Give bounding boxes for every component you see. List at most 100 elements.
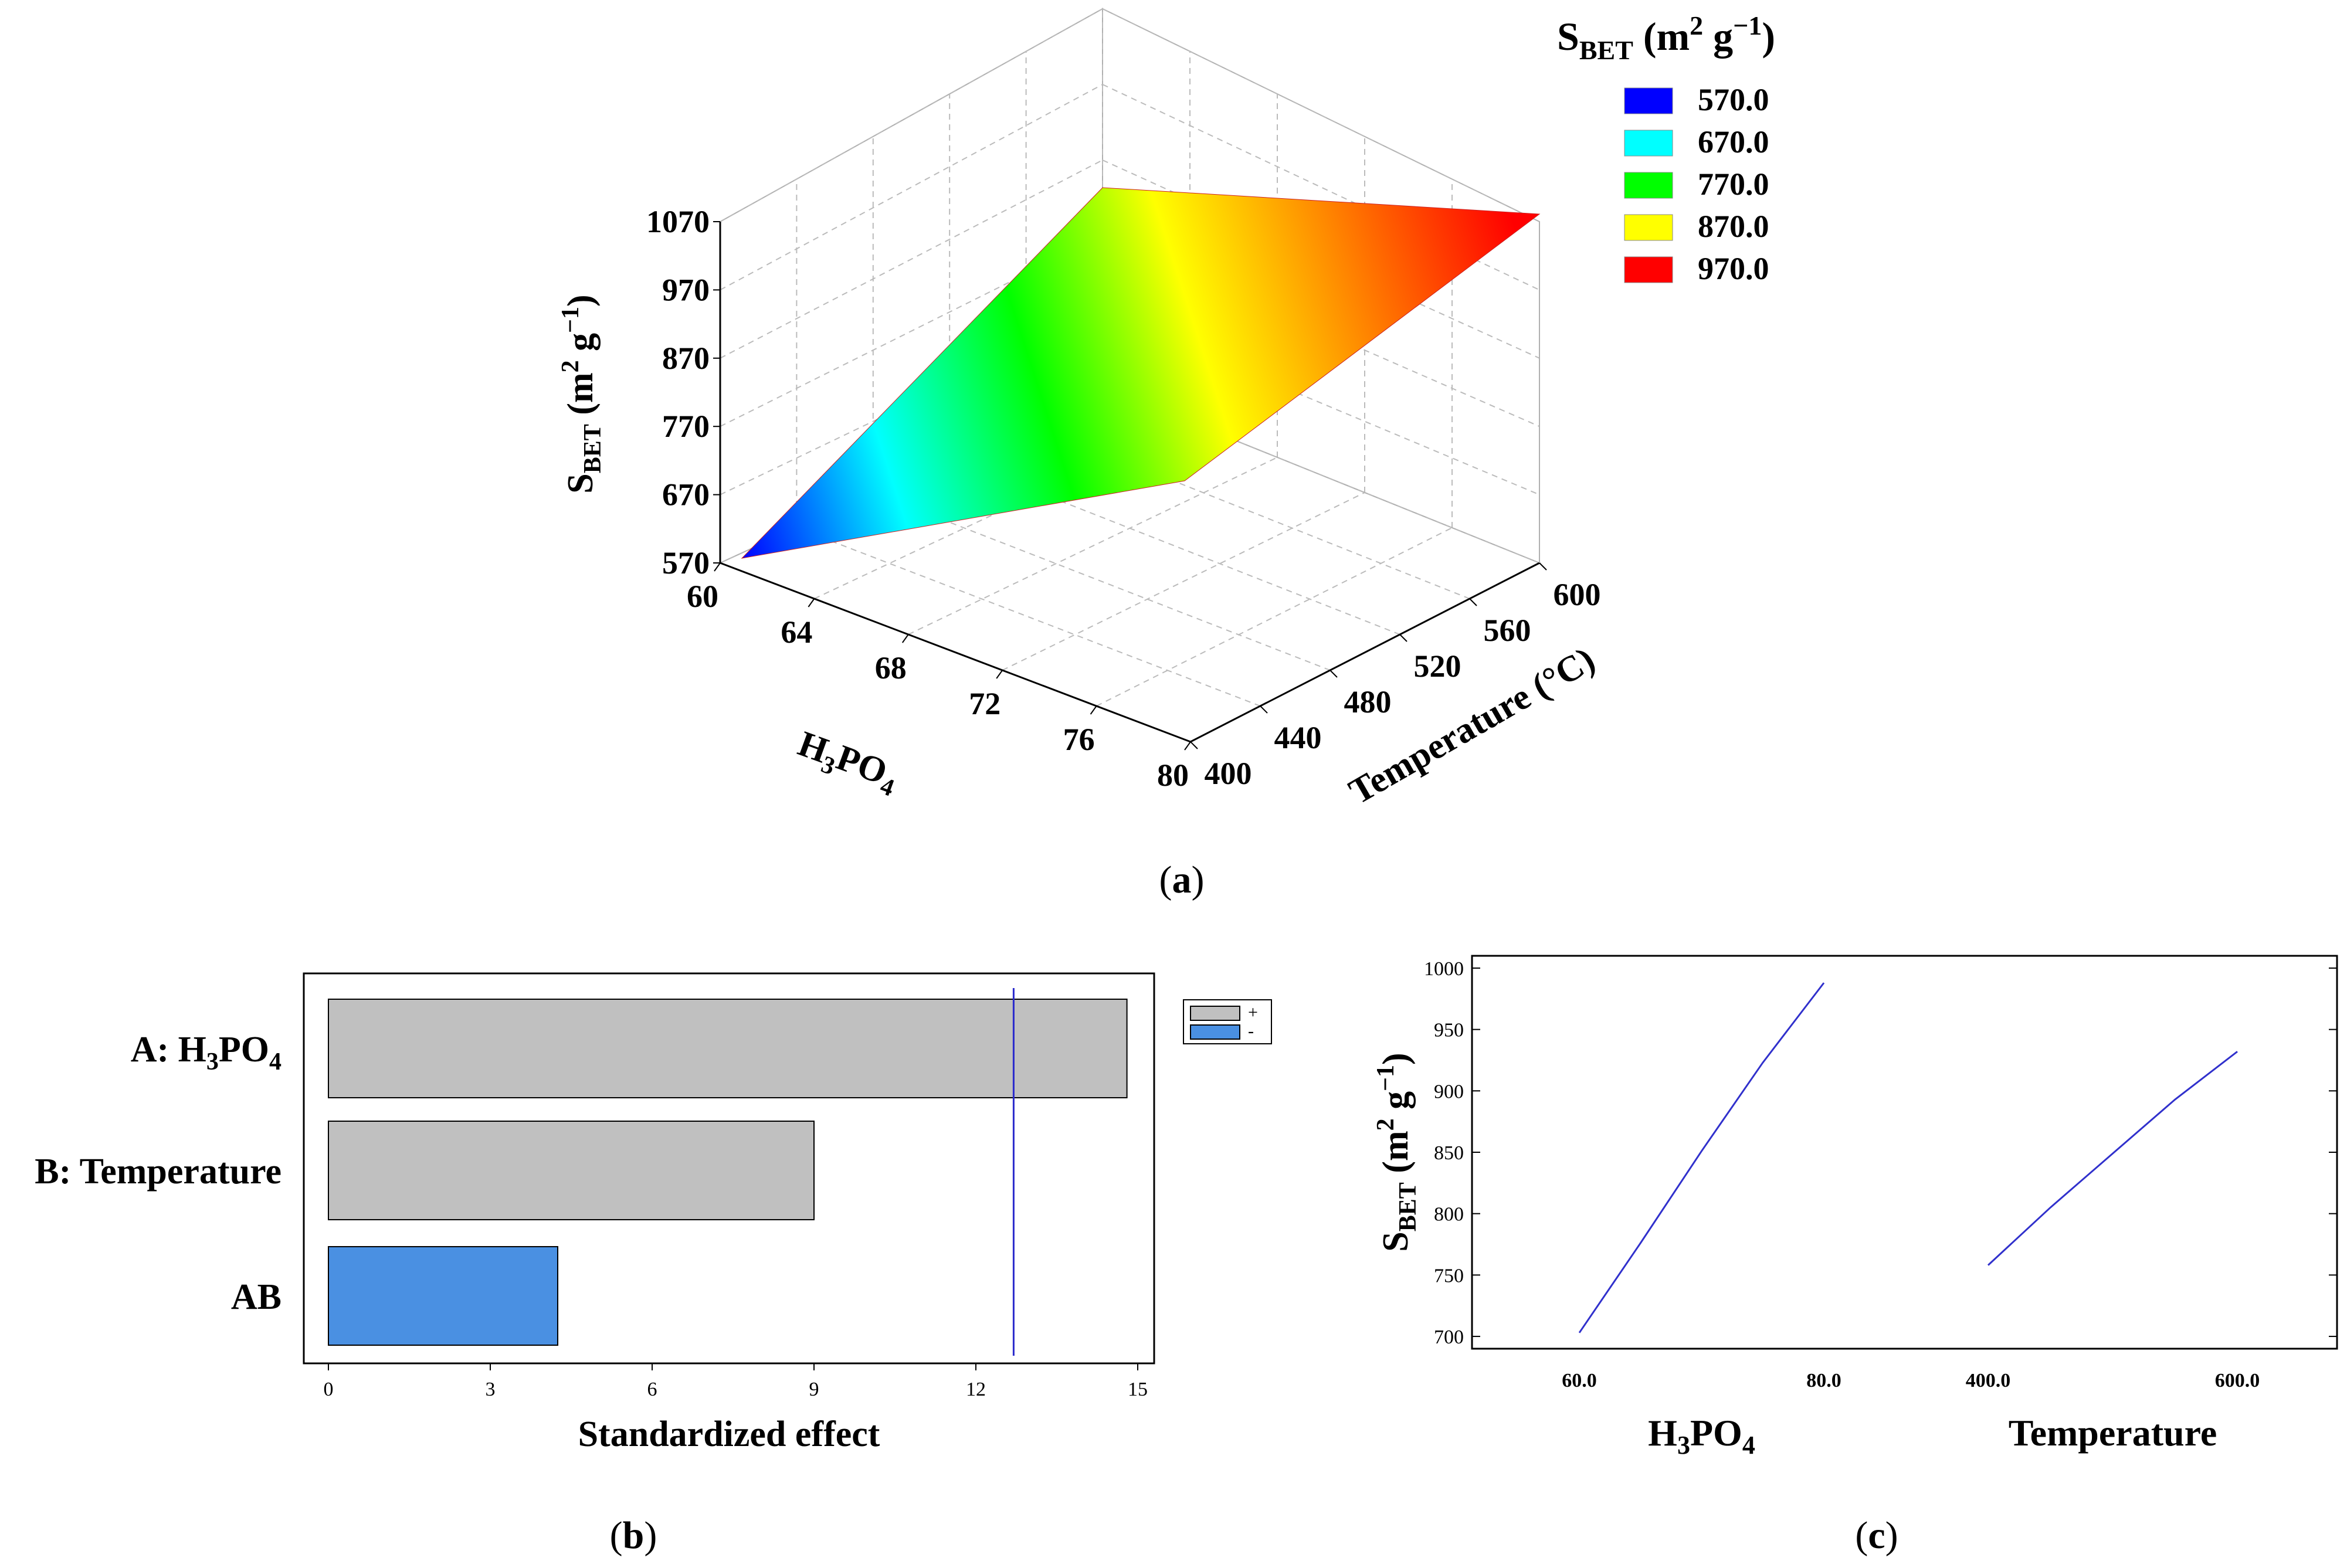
x-tick-label: 72 [969,686,1000,721]
y-tick-mark [1539,562,1547,571]
x-tick-mark [901,634,909,643]
pareto-bar [328,1121,815,1220]
y-axis-line [1190,562,1540,743]
pareto-legend-label: - [1248,1021,1254,1041]
pareto-x-axis-label: Standardized effect [578,1414,880,1454]
floor-gridline-x [1002,492,1365,671]
x-tick-mark [996,670,1003,679]
y-tick-label: 750 [1434,1265,1464,1287]
category-mid: PO [219,1030,269,1070]
pareto-tick-label: 15 [1128,1379,1148,1400]
factor-axis-label: Temperature [2009,1412,2217,1454]
category-prefix: A: H [131,1030,206,1070]
x-tick-label: 76 [1063,722,1095,757]
factor-tick-label: 60.0 [1562,1370,1597,1391]
legend-swatch [1624,256,1673,283]
z-tick-label: 1070 [646,204,710,239]
category-text: B: Temperature [35,1152,281,1192]
y-tick-label: 520 [1414,649,1461,684]
x-tick-mark [1090,705,1097,715]
y-tick-label: 440 [1274,720,1322,755]
panel-label-c: (c) [1855,1514,1898,1557]
pareto-x-ticks: 0 3 6 9 12 15 [324,1363,1148,1400]
z-tick-label: 970 [662,272,710,307]
factor-label-subscript: 3 [1677,1431,1690,1460]
z-tick-label: 570 [662,545,710,581]
floor-gridline-x [813,422,1191,599]
main-effects-ticks: 700 750 800 850 900 950 1000 [1424,958,2337,1348]
z-tick-label: 670 [662,477,710,513]
main-effects-y-axis-label: SBET (m2 g−1) [1372,1053,1422,1251]
y-tick-label: 560 [1484,613,1531,648]
y-tick-label: 900 [1434,1081,1464,1102]
left-wall-gridline [720,8,1103,222]
factor-axis-label: H3PO4 [1648,1412,1755,1460]
floor-gridline-x [908,457,1278,635]
x-tick-label: 60 [687,579,718,614]
factor-label-text: Temperature [2009,1412,2217,1454]
pareto-legend: +- [1183,999,1272,1044]
y-tick-mark [1260,705,1268,714]
factor-label-main: H [1648,1412,1677,1454]
y-tick-label: 700 [1434,1326,1464,1348]
x-axis-label: H3PO4 [791,724,904,802]
factor-tick-label: 600.0 [2215,1370,2260,1391]
main-effects-panel: 700 750 800 850 900 950 1000 60.0 80.0 H3PO4 400.… [1372,955,2338,1557]
pareto-category-label: AB [231,1277,281,1317]
pareto-category-label: A: H3PO4 [131,1030,281,1075]
y-tick-mark [1329,670,1338,678]
main-effects-factor-labels: 60.0 80.0 H3PO4 400.0 600.0 Temperature [1562,1370,2260,1460]
x-tick-label: 68 [875,650,907,685]
pareto-tick-label: 0 [324,1379,334,1400]
y-tick-mark [1399,634,1407,642]
legend-swatch [1624,87,1673,114]
surface-legend-title: SBET (m2 g−1) [1557,11,1775,65]
main-effects-lines [1578,982,2238,1333]
main-effects-plot-area [1471,955,2338,1350]
pareto-legend-swatch [1190,1024,1240,1040]
y-axis-label: Temperature (°C) [1342,640,1602,812]
factor-label-mid: PO [1690,1412,1742,1454]
legend-swatch [1624,214,1673,241]
main-effect-line [1987,1051,2238,1266]
right-wall-gridline [1102,8,1540,222]
y-tick-mark [1469,598,1477,606]
legend-swatch [1624,172,1673,199]
left-wall-gridline [720,84,1103,291]
factor-tick-label: 400.0 [1966,1370,2011,1391]
main-effect-line [1578,982,1825,1333]
left-wall-gridline [720,235,1103,427]
x-tick-label: 80 [1157,758,1189,793]
pareto-legend-swatch [1190,1006,1240,1021]
x-tick-mark [1184,741,1191,751]
panel-label-b: (b) [610,1514,657,1557]
x-tick-label: 64 [781,615,812,650]
floor-gridline-y [1026,422,1470,599]
pareto-category-label: B: Temperature [35,1152,281,1192]
pareto-tick-label: 9 [809,1379,819,1400]
surface-legend: SBET (m2 g−1) 570.0 670.0 770.0 870.0 970.0 [1557,11,1775,286]
z-tick-label: 870 [662,341,710,376]
legend-item-label: 670.0 [1698,124,1769,159]
factor-tick-label: 80.0 [1806,1370,1841,1391]
z-tick-label: 770 [662,409,710,444]
floor-gridline-y [796,527,1261,707]
y-tick-label: 480 [1344,684,1392,719]
category-subscript: 4 [269,1048,281,1075]
pareto-tick-label: 12 [966,1379,986,1400]
pareto-legend-label: + [1248,1003,1258,1022]
pareto-bar [328,999,1128,1098]
y-tick-label: 800 [1434,1204,1464,1226]
floor-gridline-y [873,492,1331,671]
left-wall-gridline [720,159,1103,359]
y-tick-label: 1000 [1424,958,1464,980]
legend-item-label: 870.0 [1698,209,1769,244]
y-tick-label: 600 [1554,577,1601,612]
pareto-tick-label: 3 [486,1379,496,1400]
surface-axis-ticks: 570 670 770 870 970 1070 60 64 68 72 76 80 400 440 480… [646,204,1601,793]
x-axis-line [720,562,1191,743]
pareto-category-labels: A: H3PO4 B: Temperature AB [35,1030,281,1317]
factor-label-subscript: 4 [1742,1431,1755,1460]
